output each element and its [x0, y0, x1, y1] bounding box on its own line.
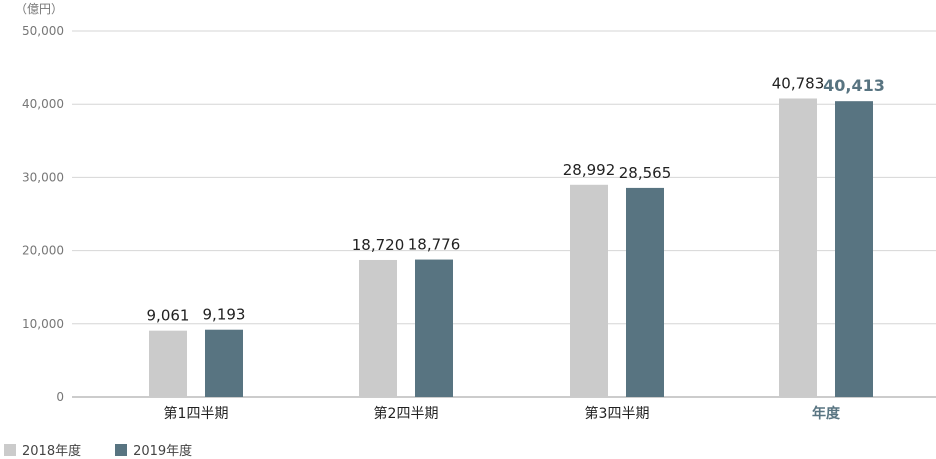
bar-2019 [835, 101, 873, 397]
legend-label-2018: 2018年度 [22, 444, 82, 459]
legend-swatch-2019 [115, 443, 128, 456]
y-tick-label: 50,000 [22, 24, 64, 38]
y-tick-label: 20,000 [22, 244, 64, 258]
x-category-label: 第1四半期 [164, 405, 229, 422]
legend-swatch-2018 [4, 443, 16, 456]
y-tick-label: 40,000 [22, 97, 64, 111]
x-category-label: 第3四半期 [585, 405, 650, 422]
data-label: 18,776 [408, 236, 461, 254]
data-label: 9,193 [203, 306, 246, 324]
x-category-label: 第2四半期 [374, 405, 439, 422]
legend-item-2019: 2019年度 [115, 440, 192, 459]
data-label: 9,061 [147, 307, 190, 325]
bar-2019 [415, 259, 453, 397]
y-tick-label: 30,000 [22, 170, 64, 184]
data-label: 40,413 [823, 76, 885, 95]
bar-2018 [570, 184, 608, 397]
bar-2018 [149, 330, 187, 397]
data-label: 18,720 [352, 236, 405, 254]
legend-item-2018: 2018年度 [4, 440, 81, 459]
y-tick-label: 10,000 [22, 317, 64, 331]
bar-2018 [359, 259, 397, 397]
y-axis-unit-label: （億円） [15, 2, 64, 16]
data-label: 28,565 [619, 164, 672, 182]
bar-2019 [626, 187, 664, 397]
data-label: 28,992 [563, 161, 616, 179]
data-label: 40,783 [772, 74, 825, 92]
legend: 2018年度 2019年度 [4, 440, 226, 459]
x-category-label: 年度 [812, 405, 841, 422]
bar-2019 [205, 329, 243, 397]
bar-2018 [779, 98, 817, 397]
legend-label-2019: 2019年度 [133, 444, 193, 459]
y-tick-label: 0 [56, 390, 64, 404]
